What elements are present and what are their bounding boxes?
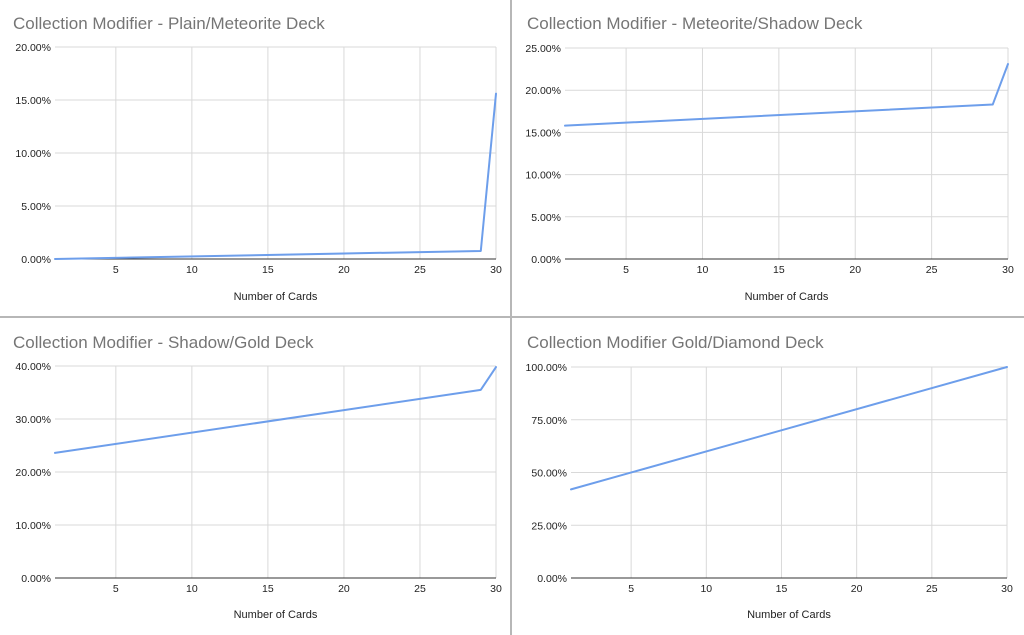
series-line <box>54 92 497 260</box>
x-tick-label: 20 <box>338 264 350 276</box>
y-tick-label: 75.00% <box>531 415 567 427</box>
x-tick-label: 5 <box>623 264 629 276</box>
horizontal-divider <box>0 316 1024 318</box>
y-tick-label: 25.00% <box>531 520 567 532</box>
x-tick-label: 20 <box>849 264 861 276</box>
x-axis-label: Number of Cards <box>234 609 318 621</box>
chart-title: Collection Modifier - Shadow/Gold Deck <box>13 333 314 352</box>
x-axis-label: Number of Cards <box>234 291 318 303</box>
y-tick-label: 100.00% <box>526 362 567 374</box>
series-line <box>564 63 1009 127</box>
y-tick-label: 20.00% <box>525 85 561 97</box>
y-tick-label: 40.00% <box>15 361 51 373</box>
x-tick-label: 25 <box>926 264 938 276</box>
x-tick-label: 25 <box>926 583 938 595</box>
x-tick-label: 25 <box>414 583 426 595</box>
x-axis-label: Number of Cards <box>745 291 829 303</box>
chart-svg: Collection Modifier - Plain/Meteorite De… <box>13 14 502 303</box>
x-tick-label: 30 <box>1001 583 1013 595</box>
y-tick-label: 15.00% <box>15 95 51 107</box>
x-tick-label: 20 <box>338 583 350 595</box>
chart-gold-diamond: Collection Modifier Gold/Diamond Deck 0.0… <box>512 318 1024 635</box>
y-tick-label: 5.00% <box>531 212 561 224</box>
chart-svg: Collection Modifier - Shadow/Gold Deck 0.… <box>13 333 502 621</box>
x-tick-label: 5 <box>113 264 119 276</box>
x-tick-label: 5 <box>113 583 119 595</box>
x-tick-label: 15 <box>262 583 274 595</box>
chart-shadow-gold: Collection Modifier - Shadow/Gold Deck 0.… <box>0 318 510 635</box>
series-line <box>54 366 497 454</box>
x-tick-label: 30 <box>490 583 502 595</box>
x-tick-label: 10 <box>186 264 198 276</box>
x-axis-label: Number of Cards <box>747 609 831 621</box>
y-tick-label: 15.00% <box>525 127 561 139</box>
x-tick-label: 10 <box>186 583 198 595</box>
y-tick-label: 20.00% <box>15 42 51 54</box>
x-tick-label: 15 <box>776 583 788 595</box>
series-line <box>570 366 1008 491</box>
chart-title: Collection Modifier - Plain/Meteorite De… <box>13 14 325 33</box>
chart-plain-meteorite: Collection Modifier - Plain/Meteorite De… <box>0 0 510 316</box>
y-tick-label: 10.00% <box>525 170 561 182</box>
y-tick-label: 5.00% <box>21 201 51 213</box>
y-tick-label: 10.00% <box>15 520 51 532</box>
y-tick-label: 30.00% <box>15 414 51 426</box>
x-tick-label: 30 <box>1002 264 1014 276</box>
y-tick-label: 0.00% <box>531 254 561 266</box>
x-tick-label: 25 <box>414 264 426 276</box>
y-tick-label: 10.00% <box>15 148 51 160</box>
x-tick-label: 5 <box>628 583 634 595</box>
chart-svg: Collection Modifier Gold/Diamond Deck 0.0… <box>526 333 1013 621</box>
y-tick-label: 0.00% <box>21 254 51 266</box>
x-tick-label: 10 <box>700 583 712 595</box>
y-tick-label: 0.00% <box>21 573 51 585</box>
y-tick-label: 0.00% <box>537 573 567 585</box>
x-tick-label: 15 <box>773 264 785 276</box>
y-tick-label: 50.00% <box>531 468 567 480</box>
chart-meteorite-shadow: Collection Modifier - Meteorite/Shadow D… <box>512 0 1024 316</box>
x-tick-label: 15 <box>262 264 274 276</box>
y-tick-label: 25.00% <box>525 43 561 55</box>
x-tick-label: 20 <box>851 583 863 595</box>
chart-title: Collection Modifier Gold/Diamond Deck <box>527 333 824 352</box>
x-tick-label: 30 <box>490 264 502 276</box>
chart-svg: Collection Modifier - Meteorite/Shadow D… <box>525 14 1014 303</box>
chart-title: Collection Modifier - Meteorite/Shadow D… <box>527 14 863 33</box>
x-tick-label: 10 <box>697 264 709 276</box>
y-tick-label: 20.00% <box>15 467 51 479</box>
